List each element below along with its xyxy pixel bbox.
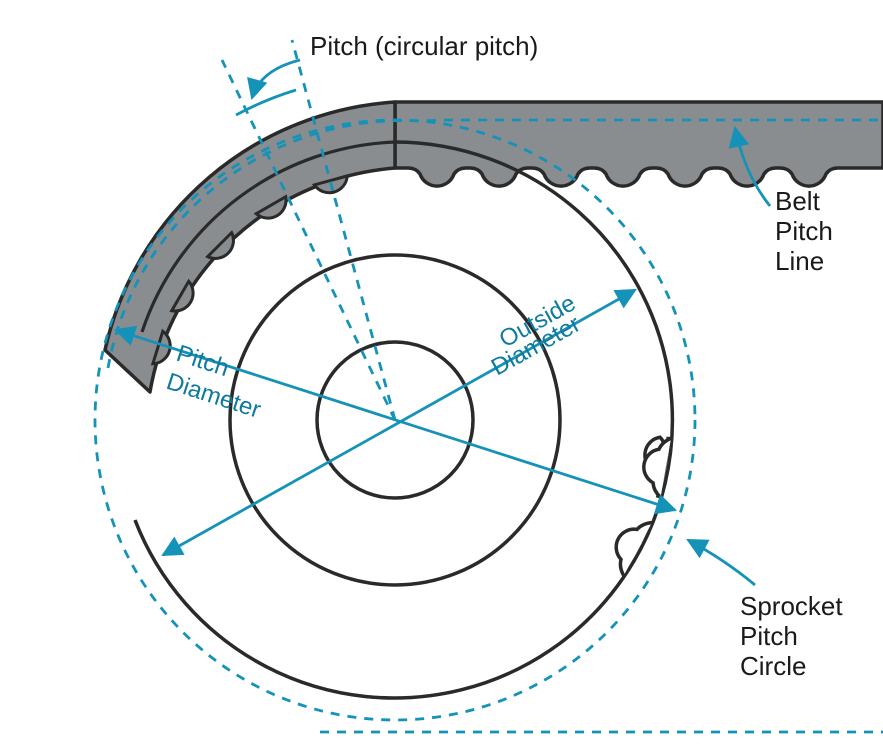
sprocket-pitch-circle-label-2: Pitch [740, 621, 798, 651]
pitch-arc-indicator [236, 90, 296, 115]
pitch-label: Pitch (circular pitch) [310, 31, 538, 61]
sprocket-pitch-circle-label-3: Circle [740, 651, 806, 681]
dimension-arrows [116, 290, 675, 555]
belt-pitch-line-label-2: Pitch [775, 216, 833, 246]
belt [105, 102, 883, 392]
sprocket-diagram: Pitch (circular pitch) Belt Pitch Line S… [0, 0, 883, 756]
belt-flat-segment [395, 102, 883, 186]
sprocket-pitch-circle-label-1: Sprocket [740, 591, 843, 621]
belt-pitch-line-label-3: Line [775, 246, 824, 276]
belt-pitch-line-label-1: Belt [775, 186, 821, 216]
sprocket-pitch-circle-leader [688, 540, 755, 585]
